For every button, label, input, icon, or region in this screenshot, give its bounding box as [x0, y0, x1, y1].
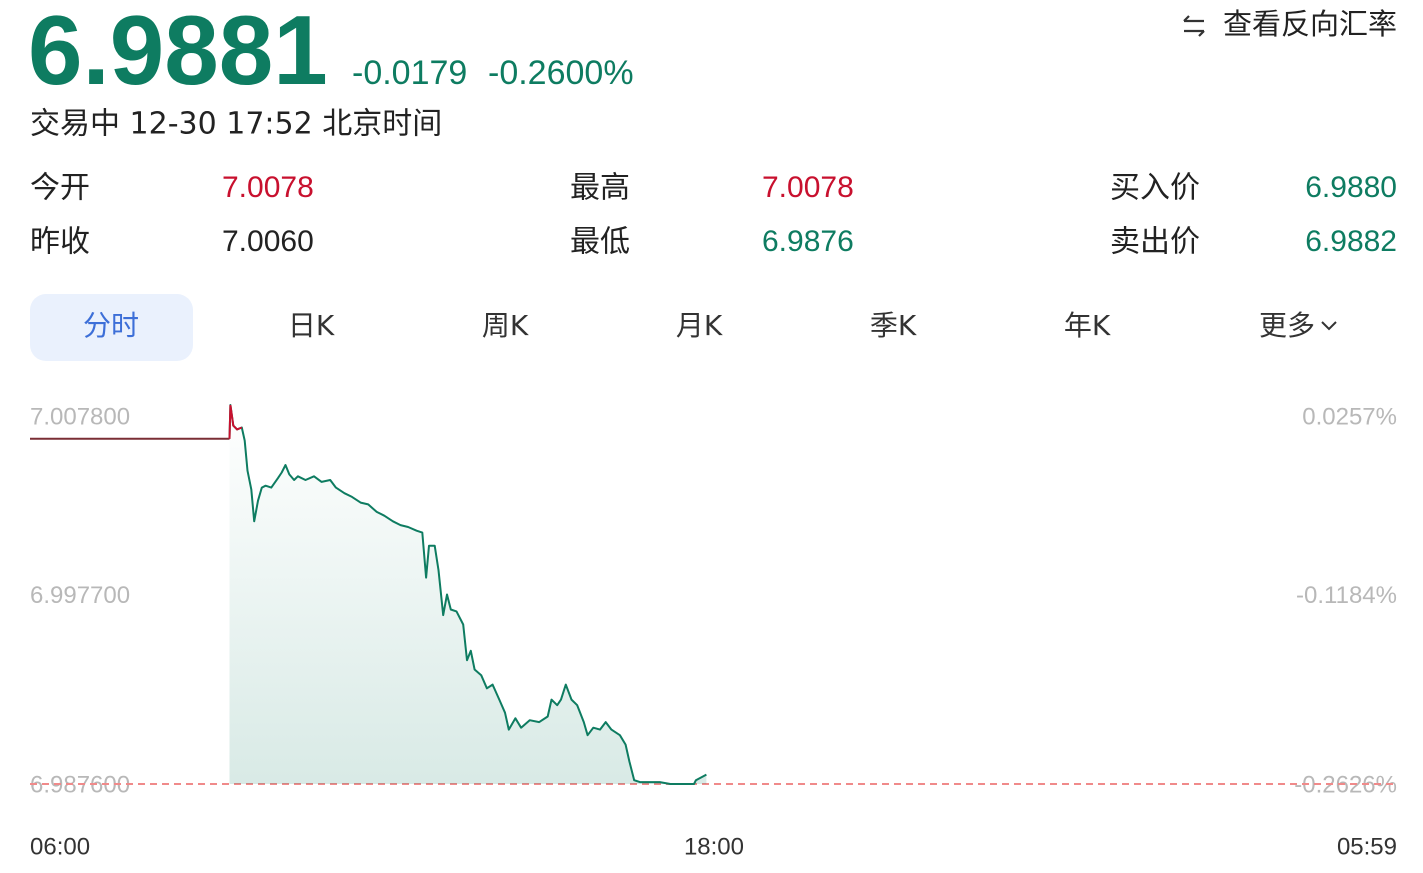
- chart: 7.0078006.9977006.9876000.0257%-0.1184%-…: [30, 403, 1397, 860]
- x-tick-label: 06:00: [30, 833, 90, 860]
- status: 交易中 12-30 17:52 北京时间: [30, 107, 442, 142]
- active-tab-bg: [30, 294, 193, 361]
- stat-label: 买入价: [1110, 171, 1200, 206]
- stat-label: 今开: [30, 171, 90, 206]
- y2-tick-label: 0.0257%: [1302, 403, 1397, 430]
- stat-value: 7.0078: [222, 171, 314, 204]
- price: 6.9881: [28, 0, 328, 105]
- tab[interactable]: 年K: [1064, 309, 1111, 342]
- stat-value: 6.9876: [762, 225, 854, 258]
- tab[interactable]: 月K: [676, 309, 723, 342]
- x-tick-label: 18:00: [684, 833, 744, 860]
- price-line-up: [228, 404, 243, 439]
- reverse-link[interactable]: 查看反向汇率: [1183, 7, 1397, 41]
- stats: 今开 7.0078 最高 7.0078 买入价 6.9880 昨收 7.0060 最低 6.987…: [30, 171, 1397, 260]
- stat-label: 昨收: [30, 225, 90, 260]
- stat-value: 6.9882: [1305, 225, 1397, 258]
- change: -0.0179: [352, 54, 467, 92]
- tab[interactable]: 周K: [482, 309, 529, 342]
- stat-value: 6.9880: [1305, 171, 1397, 204]
- stat-label: 卖出价: [1110, 225, 1200, 260]
- tabs: 分时 日K 周K 月K 季K 年K 更多: [83, 309, 1315, 342]
- tab[interactable]: 更多: [1259, 309, 1315, 342]
- tab[interactable]: 季K: [870, 309, 917, 342]
- y-tick-label: 7.007800: [30, 403, 130, 430]
- x-tick-label: 05:59: [1337, 833, 1397, 860]
- stat-label: 最低: [570, 225, 630, 260]
- tab[interactable]: 分时: [83, 309, 139, 342]
- swap-icon: [1183, 15, 1205, 37]
- y-tick-label: 6.997700: [30, 582, 130, 609]
- tab[interactable]: 日K: [288, 309, 335, 342]
- price-line: [228, 404, 707, 785]
- stat-label: 最高: [570, 171, 630, 206]
- reverse-link-text[interactable]: 查看反向汇率: [1223, 7, 1397, 41]
- change-pct: -0.2600%: [488, 54, 634, 92]
- more-chevron: [1321, 321, 1337, 331]
- stat-value: 7.0078: [762, 171, 854, 204]
- stat-value: 7.0060: [222, 225, 314, 258]
- y2-tick-label: -0.2626%: [1294, 771, 1397, 798]
- y2-tick-label: -0.1184%: [1296, 582, 1397, 609]
- area: [229, 405, 707, 784]
